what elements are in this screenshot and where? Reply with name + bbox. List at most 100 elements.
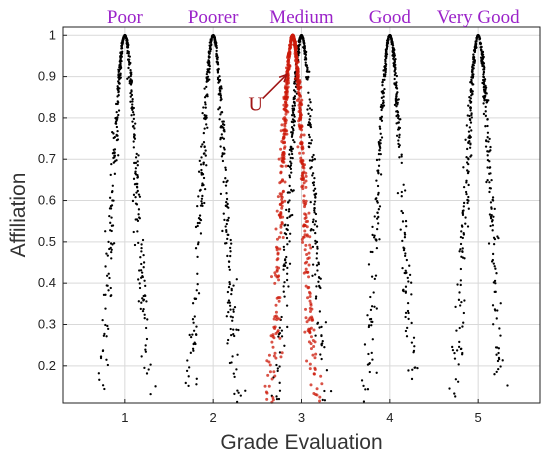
scatter-point — [231, 355, 234, 358]
scatter-point — [468, 134, 471, 137]
scatter-point — [486, 124, 489, 128]
scatter-point — [304, 199, 308, 203]
scatter-point — [104, 307, 107, 310]
scatter-point — [196, 204, 199, 208]
scatter-point — [484, 110, 487, 113]
scatter-point — [228, 283, 232, 286]
scatter-point — [400, 190, 403, 194]
scatter-point — [396, 113, 399, 116]
scatter-point — [290, 131, 293, 134]
scatter-point — [485, 101, 488, 104]
scatter-point — [222, 180, 225, 184]
scatter-point — [282, 129, 286, 132]
scatter-point — [105, 335, 108, 338]
scatter-point — [469, 109, 472, 112]
scatter-point — [196, 283, 199, 286]
scatter-point — [393, 52, 396, 55]
scatter-point — [400, 161, 403, 165]
scatter-point — [319, 374, 323, 378]
scatter-point — [296, 76, 300, 80]
scatter-point — [395, 122, 398, 125]
scatter-point — [280, 198, 284, 202]
scatter-point — [313, 223, 316, 226]
scatter-point — [302, 133, 306, 137]
scatter-point — [138, 269, 141, 272]
scatter-point — [216, 61, 220, 64]
scatter-point — [229, 327, 232, 331]
scatter-point — [284, 112, 288, 116]
scatter-point — [288, 174, 291, 177]
scatter-point — [143, 366, 146, 370]
scatter-point — [301, 171, 305, 175]
scatter-point — [220, 126, 223, 129]
scatter-point — [304, 243, 308, 247]
scatter-point — [399, 228, 402, 231]
scatter-point — [401, 220, 405, 223]
scatter-point — [133, 137, 137, 140]
scatter-point — [272, 317, 276, 321]
scatter-point — [136, 175, 140, 179]
scatter-point — [405, 335, 409, 338]
scatter-point — [107, 289, 110, 292]
scatter-point — [101, 384, 105, 387]
scatter-point — [379, 138, 382, 142]
scatter-point — [310, 108, 313, 112]
scatter-point — [275, 268, 279, 272]
scatter-point — [381, 80, 384, 84]
scatter-point — [307, 112, 310, 115]
scatter-point — [490, 214, 493, 217]
scatter-point — [307, 141, 311, 145]
scatter-point — [293, 104, 297, 107]
scatter-point — [304, 174, 308, 178]
scatter-point — [232, 372, 235, 375]
scatter-point — [368, 370, 371, 374]
scatter-point — [244, 389, 247, 392]
scatter-point — [113, 172, 117, 175]
scatter-point — [385, 55, 388, 58]
scatter-point — [499, 302, 502, 305]
scatter-point — [469, 107, 472, 110]
scatter-point — [309, 246, 313, 250]
scatter-point — [196, 224, 199, 228]
scatter-point — [393, 63, 396, 66]
scatter-point — [272, 336, 276, 340]
scatter-point — [97, 372, 100, 375]
scatter-point — [304, 185, 308, 189]
scatter-point — [395, 134, 399, 137]
scatter-point — [486, 131, 490, 134]
scatter-point — [279, 211, 283, 215]
scatter-point — [495, 370, 498, 373]
scatter-point — [293, 115, 296, 118]
scatter-point — [270, 377, 274, 381]
scatter-point — [397, 128, 400, 131]
scatter-point — [282, 245, 285, 249]
scatter-point — [506, 384, 509, 387]
scatter-point — [493, 373, 496, 376]
scatter-point — [384, 67, 387, 71]
scatter-point — [374, 238, 377, 241]
scatter-point — [284, 258, 287, 261]
scatter-point — [291, 190, 294, 193]
scatter-point — [281, 215, 285, 219]
scatter-point — [225, 192, 228, 195]
scatter-point — [283, 263, 286, 266]
scatter-point — [315, 257, 318, 260]
scatter-point — [482, 82, 486, 86]
scatter-point — [222, 146, 226, 149]
scatter-point — [453, 351, 456, 355]
scatter-point — [300, 238, 304, 242]
scatter-point — [374, 274, 378, 277]
scatter-point — [460, 353, 464, 356]
scatter-point — [470, 116, 473, 119]
scatter-point — [314, 212, 318, 216]
scatter-point — [380, 136, 384, 139]
scatter-point — [191, 318, 195, 321]
scatter-point — [132, 117, 136, 121]
scatter-point — [233, 334, 236, 338]
scatter-point — [385, 44, 389, 48]
scatter-point — [203, 117, 206, 120]
scatter-point — [457, 345, 461, 349]
scatter-point — [280, 315, 283, 319]
scatter-point — [298, 93, 302, 97]
scatter-point — [222, 212, 225, 215]
